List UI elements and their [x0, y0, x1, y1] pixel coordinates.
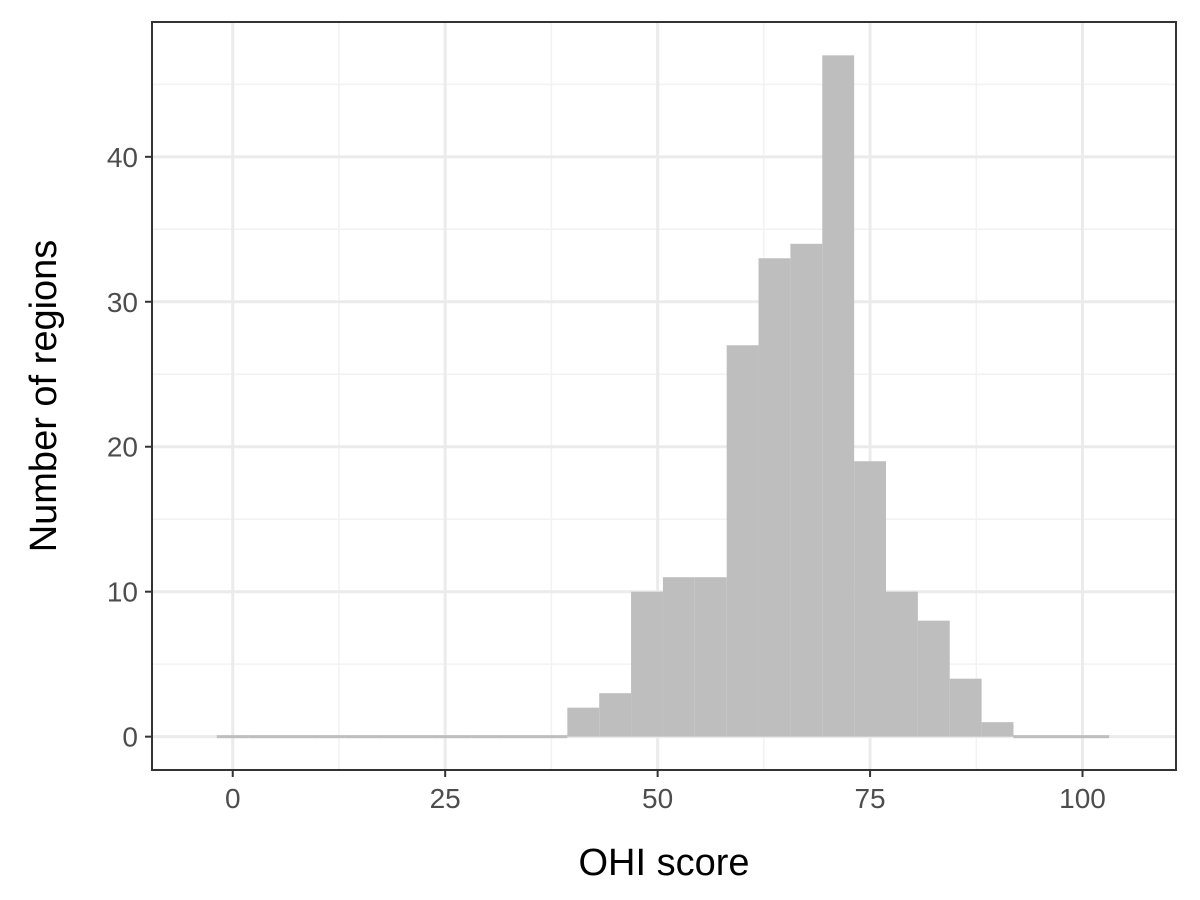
x-axis-ticks: 0 25 50 75 100	[225, 770, 1106, 814]
histogram-bar	[535, 735, 568, 739]
x-tick-label: 25	[430, 783, 461, 814]
x-axis-title: OHI score	[578, 842, 749, 884]
histogram-bar	[790, 243, 823, 737]
histogram-bar	[694, 577, 727, 737]
y-tick-label: 30	[107, 287, 138, 318]
histogram-bar	[376, 735, 408, 739]
x-tick-label: 75	[854, 783, 885, 814]
y-tick-label: 10	[107, 577, 138, 608]
histogram-bar	[726, 345, 759, 737]
x-tick-label: 50	[642, 783, 673, 814]
x-tick-label: 0	[225, 783, 241, 814]
histogram-bar	[471, 735, 504, 739]
histogram-bar	[439, 735, 472, 739]
panel-border	[151, 21, 1177, 771]
y-tick-label: 0	[122, 722, 138, 753]
histogram-bar	[758, 258, 791, 737]
histogram-bar	[344, 735, 377, 739]
x-tick-label: 100	[1059, 783, 1106, 814]
histogram-bar	[248, 735, 281, 739]
y-tick-label: 40	[107, 142, 138, 173]
histogram-bar	[886, 591, 918, 737]
histogram-bar	[917, 620, 950, 737]
histogram-bar	[599, 693, 632, 737]
y-axis-ticks: 0 10 20 30 40	[107, 142, 152, 753]
histogram-bar	[949, 678, 982, 737]
histogram-bar	[408, 735, 440, 739]
histogram-bar	[1045, 735, 1078, 739]
histogram-bar	[1013, 735, 1046, 739]
histogram-bar	[822, 55, 855, 737]
histogram-bars	[216, 55, 1110, 739]
histogram-bar	[503, 735, 536, 739]
histogram-bar	[662, 577, 695, 737]
histogram-bar	[567, 707, 600, 737]
histogram-bar	[312, 735, 345, 739]
histogram-bar	[216, 735, 249, 739]
histogram-bar	[1077, 735, 1110, 739]
histogram-bar	[280, 735, 313, 739]
histogram-bar	[854, 461, 887, 737]
histogram-bar	[631, 591, 663, 737]
y-tick-label: 20	[107, 432, 138, 463]
histogram-bar	[981, 722, 1014, 737]
y-axis-title: Number of regions	[23, 240, 65, 553]
